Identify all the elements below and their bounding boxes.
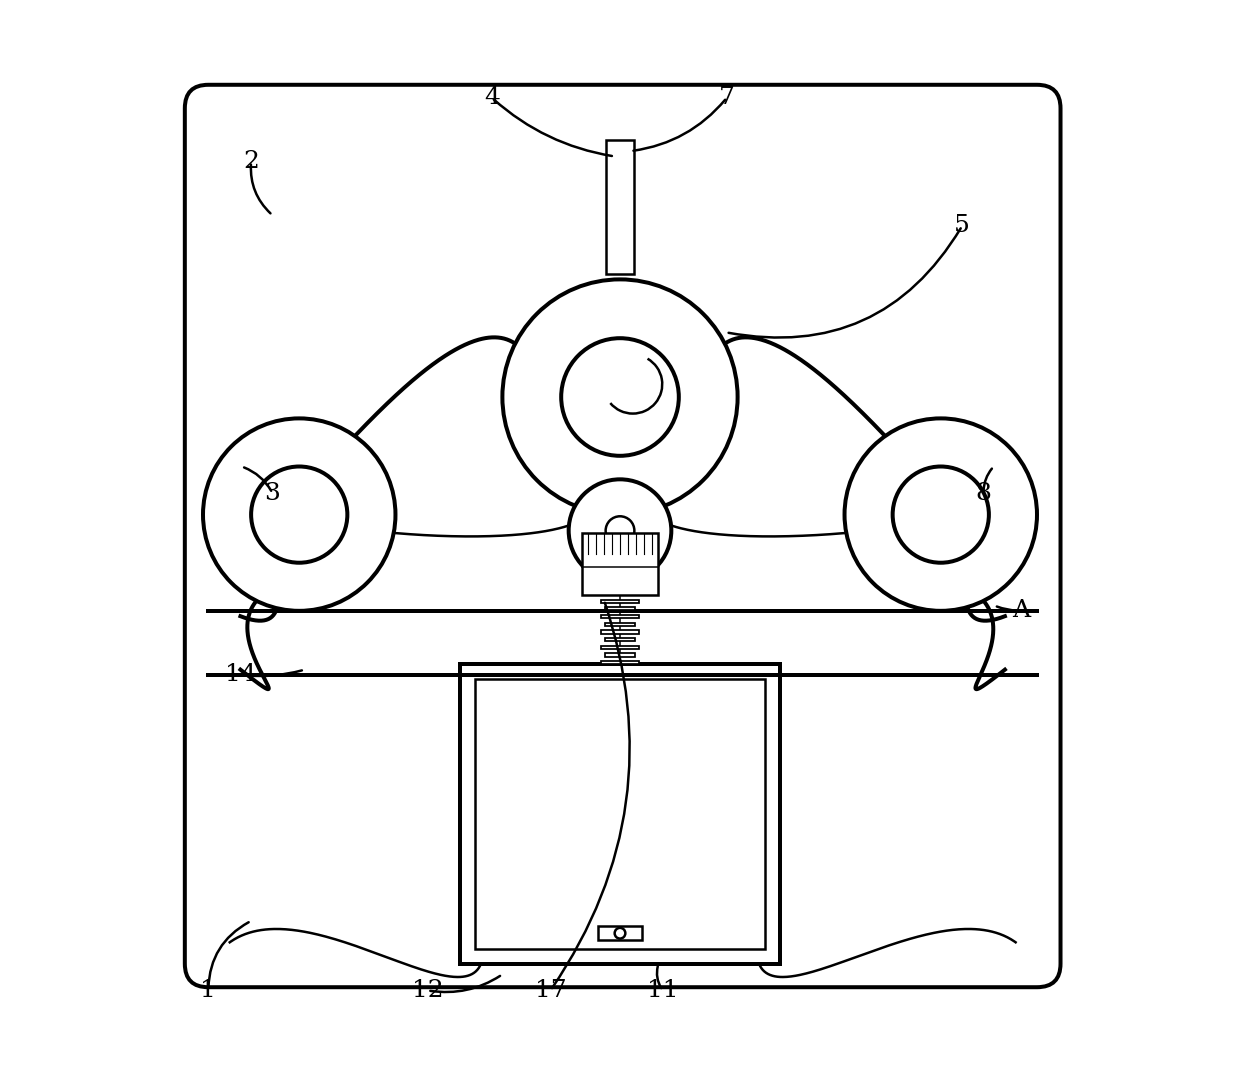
Bar: [582, 533, 658, 595]
Text: 17: 17: [534, 979, 567, 1002]
Bar: [605, 607, 635, 610]
Bar: [600, 661, 640, 665]
Circle shape: [502, 280, 738, 515]
Text: 7: 7: [719, 86, 735, 109]
Circle shape: [203, 418, 396, 611]
Text: 5: 5: [955, 214, 970, 237]
Circle shape: [569, 479, 671, 582]
Bar: [600, 630, 640, 634]
Bar: [600, 599, 640, 602]
Text: 3: 3: [264, 481, 280, 505]
Bar: [600, 615, 640, 619]
Text: 1: 1: [201, 979, 216, 1002]
Bar: [600, 645, 640, 649]
Text: A: A: [1012, 599, 1030, 623]
Text: 12: 12: [412, 979, 444, 1002]
Bar: [598, 926, 642, 940]
Text: 8: 8: [976, 481, 992, 505]
Bar: [475, 680, 765, 949]
Bar: [605, 638, 635, 641]
Circle shape: [844, 418, 1037, 611]
Text: 4: 4: [484, 86, 500, 109]
Text: 11: 11: [647, 979, 678, 1002]
Text: 14: 14: [224, 664, 257, 686]
Bar: [605, 654, 635, 657]
FancyBboxPatch shape: [185, 85, 1060, 987]
Text: 2: 2: [243, 150, 259, 174]
Bar: [605, 623, 635, 626]
Bar: [606, 140, 634, 274]
Bar: [605, 592, 635, 595]
Bar: [460, 665, 780, 964]
